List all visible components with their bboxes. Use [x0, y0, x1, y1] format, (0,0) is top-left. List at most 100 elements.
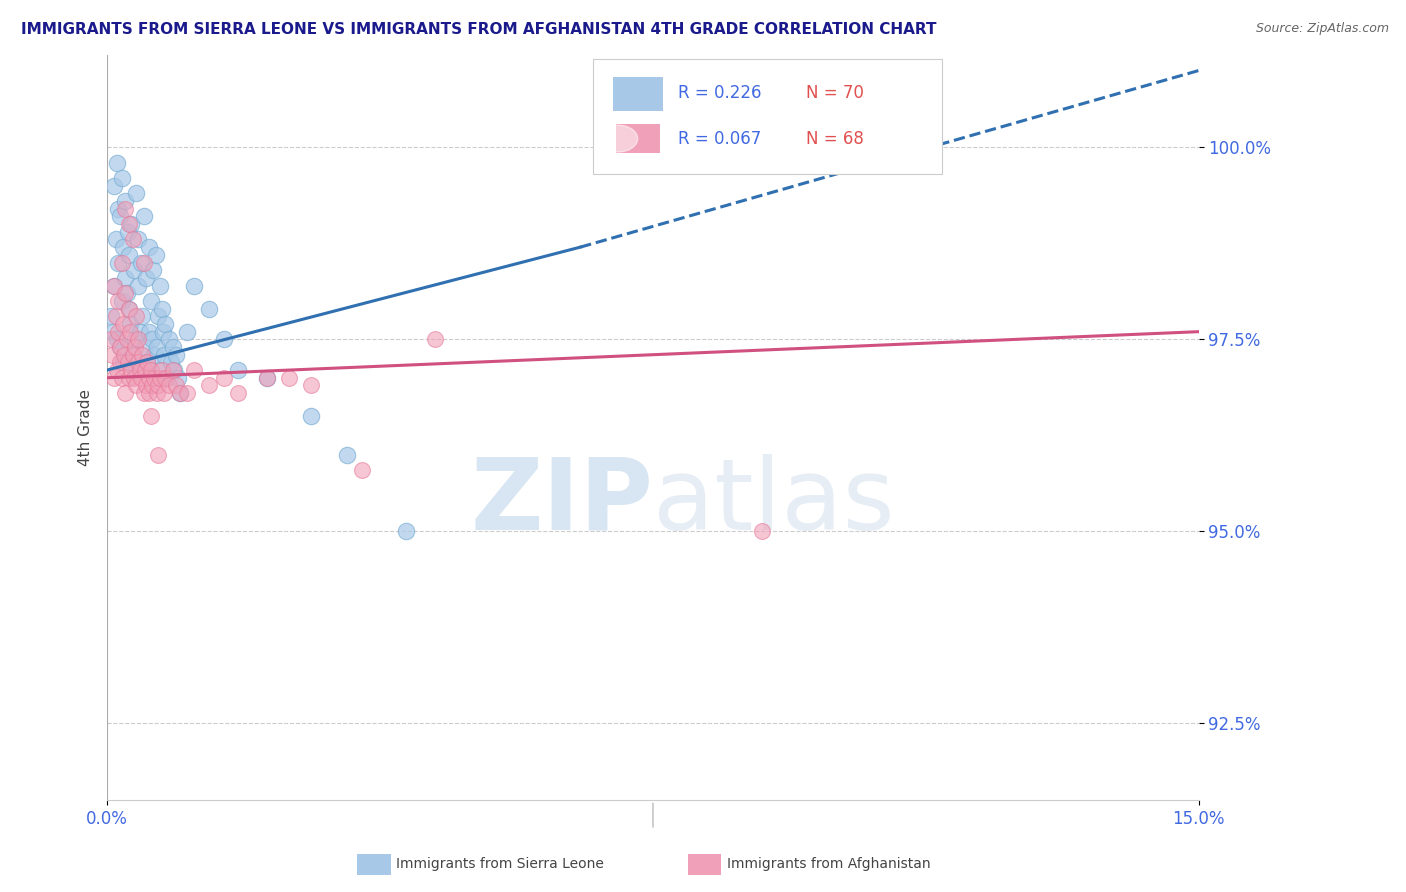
Point	[336, 448, 359, 462]
Point	[135, 271, 157, 285]
Point	[148, 278, 170, 293]
Point	[150, 363, 173, 377]
Point	[108, 340, 131, 354]
Point	[121, 232, 143, 246]
Point	[107, 202, 129, 216]
Point	[183, 278, 205, 293]
Point	[115, 332, 138, 346]
Point	[146, 378, 169, 392]
Point	[163, 363, 186, 377]
Point	[105, 155, 128, 169]
Point	[114, 194, 136, 208]
Point	[122, 370, 145, 384]
Point	[112, 355, 135, 369]
Point	[152, 325, 174, 339]
Text: Immigrants from Afghanistan: Immigrants from Afghanistan	[727, 857, 931, 871]
Y-axis label: 4th Grade: 4th Grade	[79, 389, 93, 467]
Point	[132, 255, 155, 269]
Point	[103, 278, 125, 293]
Text: N = 70: N = 70	[806, 84, 863, 103]
Point	[103, 278, 125, 293]
Text: N = 68: N = 68	[806, 129, 863, 147]
Text: IMMIGRANTS FROM SIERRA LEONE VS IMMIGRANTS FROM AFGHANISTAN 4TH GRADE CORRELATIO: IMMIGRANTS FROM SIERRA LEONE VS IMMIGRAN…	[21, 22, 936, 37]
Point	[162, 363, 184, 377]
Point	[120, 317, 142, 331]
Point	[176, 325, 198, 339]
Point	[104, 310, 127, 324]
Point	[142, 263, 165, 277]
Point	[100, 332, 122, 346]
Point	[299, 409, 322, 424]
Point	[111, 370, 134, 384]
Point	[226, 363, 249, 377]
FancyBboxPatch shape	[593, 59, 942, 174]
Point	[110, 355, 132, 369]
Point	[155, 370, 177, 384]
Point	[111, 255, 134, 269]
Point	[157, 332, 180, 346]
Point	[134, 340, 156, 354]
Point	[157, 378, 180, 392]
Point	[118, 301, 141, 316]
Point	[149, 363, 172, 377]
Point	[107, 325, 129, 339]
Point	[112, 317, 135, 331]
Point	[256, 370, 278, 384]
Point	[226, 386, 249, 401]
Point	[105, 363, 128, 377]
Point	[127, 332, 149, 346]
Point	[143, 370, 166, 384]
Point	[124, 332, 146, 346]
Point	[141, 378, 163, 392]
Point	[155, 317, 177, 331]
Point	[120, 217, 142, 231]
Point	[423, 332, 446, 346]
Point	[138, 325, 160, 339]
Point	[198, 301, 221, 316]
Point	[350, 463, 373, 477]
Point	[198, 378, 221, 392]
Point	[169, 386, 191, 401]
Point	[124, 340, 146, 354]
Point	[138, 370, 160, 384]
Point	[129, 325, 152, 339]
Point	[129, 363, 152, 377]
Text: atlas: atlas	[652, 454, 894, 550]
Point	[131, 370, 153, 384]
Point	[156, 370, 179, 384]
Point	[131, 310, 153, 324]
FancyBboxPatch shape	[613, 77, 662, 111]
Text: R = 0.226: R = 0.226	[678, 84, 762, 103]
Point	[107, 293, 129, 308]
Point	[114, 286, 136, 301]
Point	[134, 363, 156, 377]
Point	[299, 378, 322, 392]
Point	[103, 370, 125, 384]
Point	[125, 310, 148, 324]
Point	[127, 232, 149, 246]
Point	[131, 255, 153, 269]
Point	[120, 325, 142, 339]
Point	[122, 263, 145, 277]
Point	[394, 524, 416, 539]
Point	[146, 310, 169, 324]
Point	[114, 386, 136, 401]
Point	[104, 232, 127, 246]
Point	[114, 271, 136, 285]
Point	[101, 325, 124, 339]
Point	[212, 332, 235, 346]
Point	[117, 355, 139, 369]
Point	[110, 210, 132, 224]
Point	[121, 348, 143, 362]
Text: Immigrants from Sierra Leone: Immigrants from Sierra Leone	[396, 857, 605, 871]
Point	[165, 348, 187, 362]
Point	[135, 378, 157, 392]
Point	[721, 125, 744, 139]
Point	[114, 202, 136, 216]
Point	[139, 363, 162, 377]
Point	[160, 355, 183, 369]
Text: R = 0.067: R = 0.067	[678, 129, 761, 147]
Point	[111, 171, 134, 186]
Point	[138, 240, 160, 254]
Point	[118, 217, 141, 231]
